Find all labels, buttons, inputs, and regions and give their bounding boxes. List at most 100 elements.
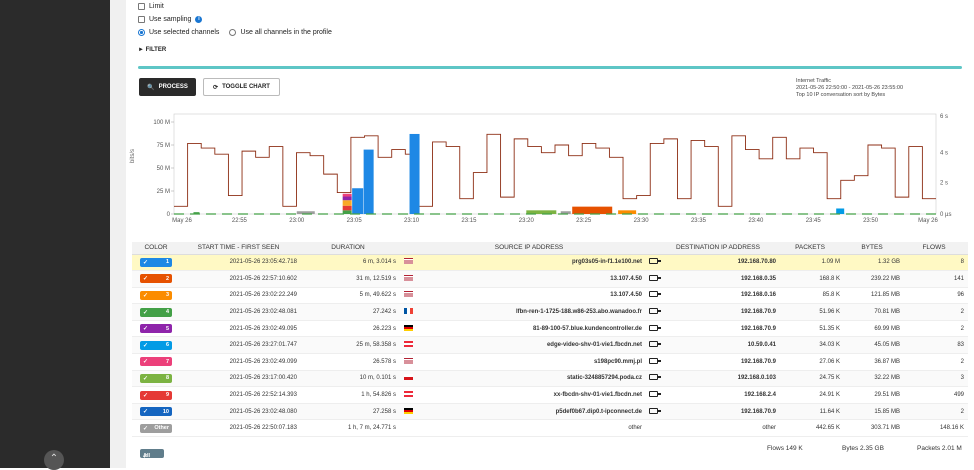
destination-ip[interactable]: 192.168.70.9	[660, 303, 780, 321]
col-bytes[interactable]: BYTES	[844, 242, 904, 255]
table-row[interactable]: ✓ Other 2021-05-26 22:50:07.183 1 h, 7 m, 2…	[132, 419, 968, 438]
all-channels-radio[interactable]	[229, 29, 237, 36]
color-cell[interactable]: ✓ 1	[132, 254, 180, 272]
destination-ip[interactable]: 10.59.0.41	[660, 336, 780, 355]
scroll-top-icon[interactable]: ⌃	[44, 450, 64, 470]
table-row[interactable]: ✓ 10 2021-05-26 23:02:48.080 27.258 s p5def0…	[132, 403, 968, 421]
col-duration[interactable]: DURATION	[300, 242, 400, 255]
sampling-checkbox[interactable]	[138, 16, 145, 23]
series-toggle[interactable]: ✓ 1	[140, 257, 172, 267]
duration: 1 h, 7 m, 24.771 s	[300, 419, 400, 438]
series-toggle[interactable]: ✓ 10	[140, 407, 172, 417]
traceroute-icon[interactable]	[648, 258, 661, 265]
destination-ip[interactable]: other	[660, 419, 780, 438]
traceroute-cell	[646, 419, 660, 438]
table-row[interactable]: ✓ 7 2021-05-26 23:02:49.099 26.578 s s198pc9…	[132, 353, 968, 371]
color-cell[interactable]: ✓ 6	[132, 336, 180, 355]
source-ip[interactable]: other	[416, 419, 646, 438]
traceroute-icon[interactable]	[648, 374, 661, 381]
selected-channels-label: Use selected channels	[149, 29, 220, 36]
color-cell[interactable]: ✓ 7	[132, 353, 180, 371]
color-cell[interactable]: ✓ 4	[132, 303, 180, 321]
col-color[interactable]: COLOR	[132, 242, 180, 255]
selected-channels-option[interactable]: Use selected channels Use all channels i…	[138, 29, 332, 36]
traceroute-icon[interactable]	[648, 324, 661, 331]
col-packets[interactable]: PACKETS	[780, 242, 844, 255]
process-button[interactable]: 🔍 PROCESS	[139, 78, 196, 96]
table-row[interactable]: ✓ 4 2021-05-26 23:02:48.081 27.242 s lfbn-re…	[132, 303, 968, 321]
table-row[interactable]: ✓ 3 2021-05-26 23:02:22.249 5 m, 49.622 s 13…	[132, 287, 968, 305]
destination-ip[interactable]: 192.168.0.103	[660, 370, 780, 388]
series-toggle[interactable]: ✓ 4	[140, 307, 172, 317]
color-cell[interactable]: ✓ 2	[132, 270, 180, 288]
source-ip[interactable]: p5def0b67.dip0.t-ipconnect.de	[416, 403, 646, 421]
destination-ip[interactable]: 192.168.70.9	[660, 403, 780, 421]
traceroute-icon[interactable]	[648, 357, 661, 364]
series-toggle[interactable]: ✓ 2	[140, 274, 172, 284]
y2-tick-label: 4 s	[940, 150, 948, 156]
source-ip[interactable]: xx-fbcdn-shv-01-vie1.fbcdn.net	[416, 386, 646, 404]
color-cell[interactable]: ✓ 9	[132, 386, 180, 404]
source-ip[interactable]: 13.107.4.50	[416, 270, 646, 288]
col-start[interactable]: START TIME - FIRST SEEN	[180, 242, 300, 255]
flows: 2	[904, 303, 968, 321]
color-cell[interactable]: ✓ 5	[132, 320, 180, 338]
series-toggle[interactable]: ✓ 6	[140, 340, 172, 350]
filter-toggle[interactable]: ► FILTER	[138, 47, 166, 53]
toggle-chart-button[interactable]: ⟳ TOGGLE CHART	[203, 78, 280, 96]
series-toggle[interactable]: ✓ 5	[140, 324, 172, 334]
color-cell[interactable]: ✓ 10	[132, 403, 180, 421]
destination-ip[interactable]: 192.168.0.16	[660, 287, 780, 305]
source-ip[interactable]: prg03s05-in-f1.1e100.net	[416, 254, 646, 272]
limit-option[interactable]: Limit	[138, 3, 164, 10]
source-ip[interactable]: 13.107.4.50	[416, 287, 646, 305]
source-ip[interactable]: static-3248857294.poda.cz	[416, 370, 646, 388]
col-source[interactable]: SOURCE IP ADDRESS	[416, 242, 646, 255]
traceroute-icon[interactable]	[648, 291, 661, 298]
series-toggle[interactable]: ✓ 7	[140, 357, 172, 367]
flows: 141	[904, 270, 968, 288]
source-ip[interactable]: s198pc90.mmj.pl	[416, 353, 646, 371]
series-toggle[interactable]: ✓ 9	[140, 390, 172, 400]
bar	[193, 212, 200, 214]
bytes: 32.22 MB	[844, 370, 904, 388]
selected-channels-radio[interactable]	[138, 29, 145, 36]
color-cell[interactable]: ✓ Other	[132, 419, 180, 438]
all-channels-label: Use all channels in the profile	[240, 29, 332, 36]
source-ip[interactable]: edge-video-shv-01-vie1.fbcdn.net	[416, 336, 646, 355]
destination-ip[interactable]: 192.168.2.4	[660, 386, 780, 404]
destination-ip[interactable]: 192.168.0.35	[660, 270, 780, 288]
color-cell[interactable]: ✓ 8	[132, 370, 180, 388]
traceroute-icon[interactable]	[648, 407, 661, 414]
duration: 31 m, 12.519 s	[300, 270, 400, 288]
traceroute-icon[interactable]	[648, 274, 661, 281]
traceroute-cell	[646, 320, 661, 338]
destination-ip[interactable]: 192.168.70.80	[660, 254, 780, 272]
traceroute-icon[interactable]	[648, 391, 661, 398]
destination-ip[interactable]: 192.168.70.9	[660, 320, 780, 338]
traceroute-icon[interactable]	[648, 341, 661, 348]
col-destination[interactable]: DESTINATION IP ADDRESS	[660, 242, 780, 255]
chart-info-range: 2021-05-26 22:50:00 - 2021-05-26 23:55:0…	[796, 85, 904, 91]
packets: 51.35 K	[780, 320, 844, 338]
color-cell[interactable]: ✓ 3	[132, 287, 180, 305]
table-row[interactable]: ✓ 5 2021-05-26 23:02:49.095 26.223 s 81-89-1…	[132, 320, 968, 338]
source-ip[interactable]: 81-89-100-57.blue.kundencontroller.de	[416, 320, 646, 338]
series-toggle[interactable]: ✓ Other	[140, 423, 172, 433]
traceroute-cell	[646, 403, 661, 421]
col-flows[interactable]: FLOWS	[904, 242, 968, 255]
traceroute-icon[interactable]	[648, 308, 661, 315]
table-row[interactable]: ✓ 9 2021-05-26 22:52:14.393 1 h, 54.826 s xx…	[132, 386, 968, 404]
process-label: PROCESS	[158, 84, 188, 90]
source-ip[interactable]: lfbn-ren-1-1725-188.w86-253.abo.wanadoo.…	[416, 303, 646, 321]
sampling-option[interactable]: Use sampling i	[138, 16, 203, 23]
table-row[interactable]: ✓ 1 2021-05-26 23:05:42.718 6 m, 3.014 s prg…	[132, 254, 968, 272]
series-toggle[interactable]: ✓ 8	[140, 373, 172, 383]
series-toggle[interactable]: ✓ 3	[140, 290, 172, 300]
limit-checkbox[interactable]	[138, 3, 145, 10]
info-icon[interactable]: i	[195, 16, 203, 23]
table-row[interactable]: ✓ 8 2021-05-26 23:17:00.420 10 m, 0.101 s st…	[132, 370, 968, 388]
destination-ip[interactable]: 192.168.70.9	[660, 353, 780, 371]
